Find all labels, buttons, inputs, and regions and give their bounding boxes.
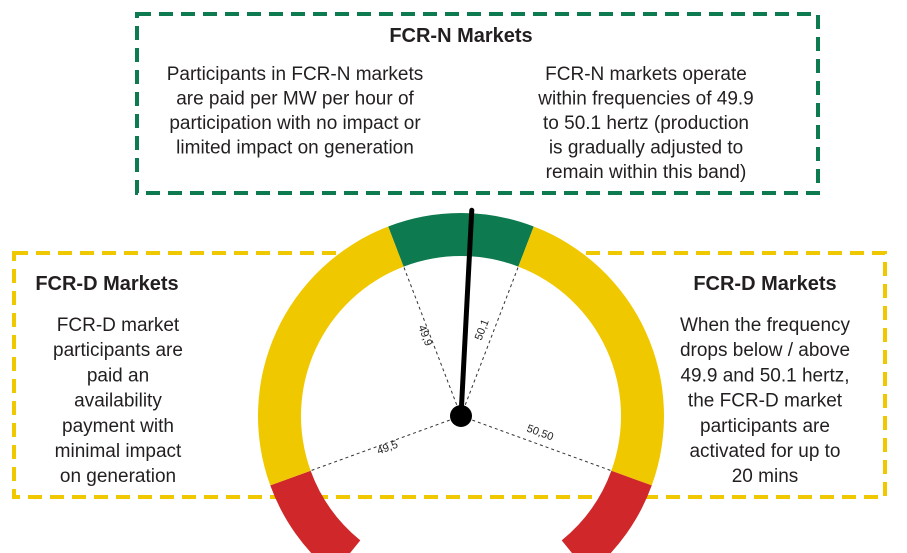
fcr-n-left-text: are paid per MW per hour of	[176, 89, 414, 110]
fcr-d-left-text: FCR-D market	[57, 315, 180, 336]
gauge-label: 49,9	[415, 323, 434, 347]
fcr-n-left-text: limited impact on generation	[176, 138, 414, 159]
fcr-d-right-text: 20 mins	[732, 466, 799, 487]
fcr-d-right-text: participants are	[700, 416, 830, 437]
gauge-label: 49,5	[375, 439, 399, 458]
fcr-n-box	[135, 12, 820, 195]
fcr-d-left-text: participants are	[53, 340, 183, 361]
yellow-segment	[518, 226, 665, 486]
dashed-line	[460, 266, 519, 417]
fcr-n-right-text: to 50.1 hertz (production	[543, 113, 749, 134]
fcr-n-left-text: Participants in FCR-N markets	[167, 64, 424, 85]
fcr-n-right-text: remain within this band)	[546, 162, 747, 183]
needle	[458, 207, 475, 419]
needle-hub	[450, 405, 472, 427]
dashed-line	[460, 415, 612, 472]
red-segment	[561, 470, 652, 553]
fcr-d-left-text: availability	[74, 391, 162, 412]
fcr-d-right-title: FCR-D Markets	[693, 273, 836, 295]
green-segment	[388, 213, 534, 267]
fcr-d-left-title: FCR-D Markets	[35, 273, 178, 295]
fcr-n-right-text: FCR-N markets operate	[545, 64, 747, 85]
fcr-n-title: FCR-N Markets	[389, 25, 532, 47]
fcr-d-right-text: activated for up to	[689, 441, 840, 462]
fcr-n-right-text: within frequencies of 49.9	[537, 89, 753, 110]
gauge: 49,9 50,1 49,5 50,50	[258, 207, 665, 553]
yellow-segment	[258, 226, 404, 486]
fcr-n-left-text: participation with no impact or	[169, 113, 421, 134]
fcr-n-right-text: is gradually adjusted to	[549, 138, 743, 159]
red-segment	[270, 470, 361, 553]
fcr-d-right-text: drops below / above	[680, 340, 850, 361]
fcr-d-left-text: paid an	[87, 365, 149, 386]
fcr-d-left-text: payment with	[62, 416, 174, 437]
dashed-line	[310, 415, 462, 472]
dashed-line	[403, 266, 462, 417]
fcr-d-right-text: 49.9 and 50.1 hertz,	[680, 365, 849, 386]
gauge-label: 50,50	[525, 423, 555, 444]
fcr-d-box	[12, 251, 887, 499]
fcr-d-right-text: the FCR-D market	[688, 391, 843, 412]
fcr-d-right-text: When the frequency	[680, 315, 851, 336]
fcr-d-left-text: on generation	[60, 466, 176, 487]
gauge-label: 50,1	[473, 318, 492, 342]
fcr-d-left-text: minimal impact	[55, 441, 182, 462]
